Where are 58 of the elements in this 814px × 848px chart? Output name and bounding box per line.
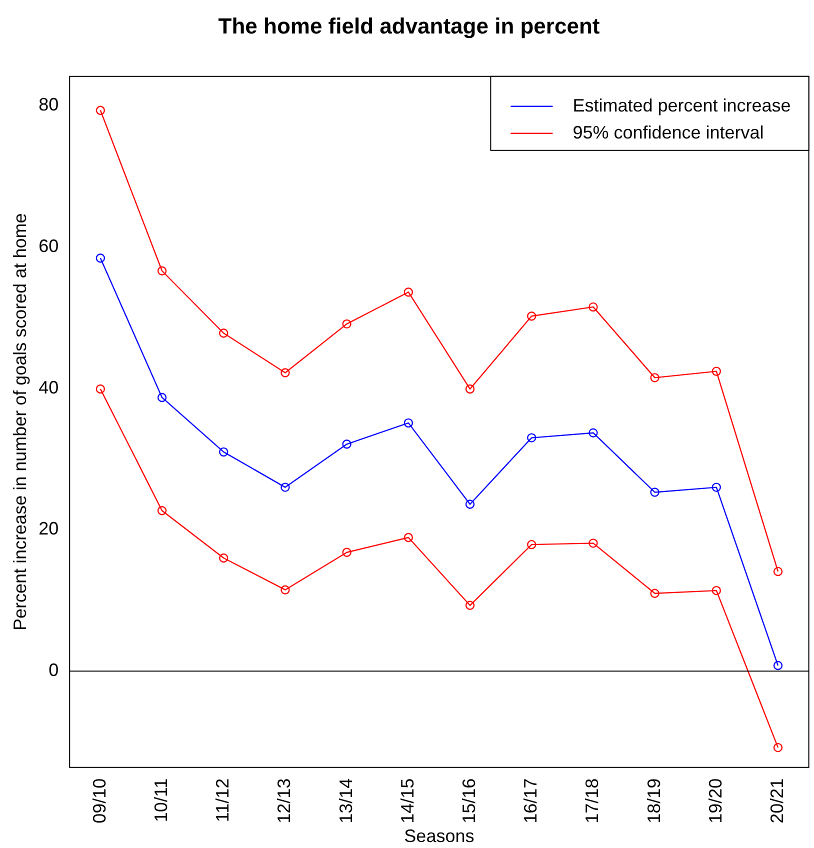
point [527, 312, 536, 321]
point [342, 440, 352, 449]
x-tick-label: 18/19 [644, 778, 664, 824]
x-tick-label: 15/16 [458, 778, 479, 824]
point [404, 418, 414, 428]
x-tick-label: 12/13 [274, 778, 294, 824]
point [280, 482, 290, 492]
y-tick-label: 20 [38, 518, 59, 539]
y-axis-title: Percent increase in number of goals scored at home [10, 213, 30, 630]
point [712, 482, 722, 492]
point [773, 566, 783, 576]
point [280, 585, 290, 594]
x-tick-label: 11/12 [212, 778, 233, 822]
x-tick-label: 14/15 [397, 778, 418, 824]
x-tick-label: 13/14 [336, 778, 356, 824]
x-tick-label: 10/11 [150, 778, 171, 822]
point [712, 586, 722, 596]
point [588, 538, 598, 548]
point [219, 328, 228, 338]
legend-label: Estimated percent increase [572, 95, 791, 116]
y-tick-label: 0 [48, 660, 59, 680]
point [219, 553, 228, 563]
point [773, 660, 783, 670]
point [157, 392, 167, 402]
point [404, 532, 414, 542]
x-tick-label: 17/18 [582, 778, 602, 824]
point [650, 588, 660, 598]
point [588, 302, 598, 312]
x-axis-title: Seasons [404, 826, 474, 846]
point [650, 373, 660, 382]
x-tick-label: 20/21 [766, 778, 787, 824]
point [465, 500, 475, 509]
point [157, 266, 167, 276]
chart-title: The home field advantage in percent [218, 13, 600, 38]
point [157, 506, 167, 516]
point [96, 106, 106, 115]
point [96, 254, 106, 263]
legend-label: 95% confidence interval [572, 122, 764, 142]
point [773, 742, 783, 752]
y-tick-label: 60 [38, 236, 59, 256]
point [219, 447, 228, 457]
point [280, 368, 290, 378]
point [465, 384, 475, 394]
point [527, 540, 536, 550]
y-tick-label: 40 [38, 377, 59, 398]
x-tick-label: 19/20 [705, 778, 726, 824]
point [527, 433, 536, 442]
point [342, 319, 352, 329]
point [712, 366, 722, 376]
point [404, 288, 414, 297]
x-tick-label: 09/10 [89, 778, 110, 824]
y-tick-label: 80 [38, 94, 59, 114]
point [650, 488, 660, 497]
x-tick-label: 16/17 [520, 778, 541, 824]
point [588, 428, 598, 438]
point [342, 548, 352, 557]
point [96, 384, 106, 394]
point [465, 600, 475, 610]
